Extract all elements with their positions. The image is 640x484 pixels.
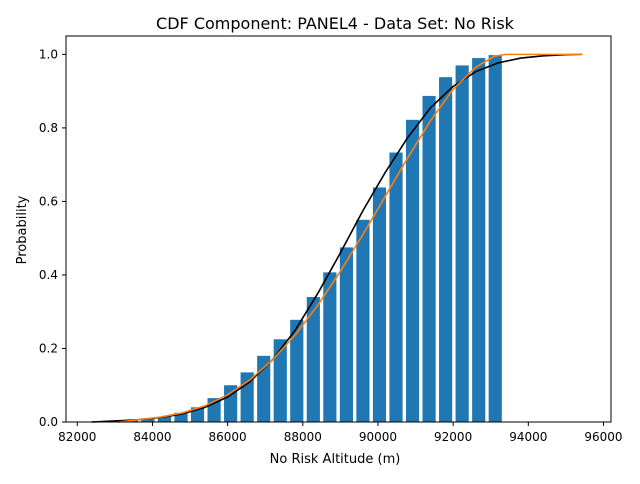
cdf-bar <box>455 65 469 422</box>
y-tick-label: 0.6 <box>39 194 58 208</box>
cdf-bar <box>356 219 370 422</box>
cdf-bar <box>323 272 337 422</box>
cdf-bar <box>389 152 403 423</box>
cdf-bar <box>372 187 387 422</box>
x-axis-label: No Risk Altitude (m) <box>270 452 401 467</box>
x-tick-label: 94000 <box>509 430 547 444</box>
cdf-line-2 <box>117 53 583 423</box>
cdf-bar <box>488 55 502 423</box>
x-tick-label: 86000 <box>209 430 247 444</box>
axes-layer: 82000 84000 86000 88000 90000 92000 94000 96000… <box>39 35 623 444</box>
chart-title: CDF Component: PANEL4 - Data Set: No Ris… <box>156 14 515 33</box>
x-tick-label: 96000 <box>584 430 622 444</box>
cdf-bar <box>157 416 172 422</box>
cdf-bar <box>339 247 353 422</box>
lines-layer <box>91 53 583 423</box>
x-tick-label: 90000 <box>359 430 397 444</box>
cdf-bar <box>422 95 436 423</box>
cdf-bar <box>141 418 155 422</box>
cdf-bar <box>306 297 320 422</box>
y-tick-label: 0.8 <box>39 121 58 135</box>
cdf-bar <box>439 77 453 423</box>
x-tick-label: 82000 <box>58 430 96 444</box>
x-tick-label: 84000 <box>133 430 171 444</box>
y-tick-label: 1.0 <box>39 47 58 61</box>
bars-layer <box>91 55 502 423</box>
cdf-bar <box>405 119 420 422</box>
x-tick-label: 92000 <box>434 430 472 444</box>
cdf-line-1 <box>91 53 583 423</box>
y-tick-label: 0.2 <box>39 341 58 355</box>
cdf-bar <box>290 319 304 422</box>
y-tick-label: 0.4 <box>39 268 58 282</box>
cdf-bar <box>273 339 287 422</box>
cdf-bar <box>174 412 188 422</box>
y-axis-label: Probability <box>15 195 30 264</box>
y-tick-label: 0.0 <box>39 415 58 429</box>
plot-frame <box>65 35 612 423</box>
cdf-bar <box>472 58 486 423</box>
cdf-bar <box>224 385 238 422</box>
cdf-bar <box>257 355 271 422</box>
x-tick-label: 88000 <box>284 430 322 444</box>
